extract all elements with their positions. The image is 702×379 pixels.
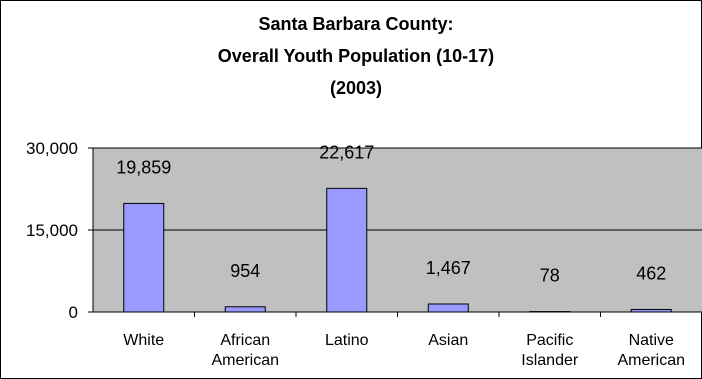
x-category-label: Islander — [521, 352, 579, 369]
x-category-label: Latino — [325, 332, 369, 349]
x-category-label: Asian — [428, 332, 468, 349]
bar-value-label: 19,859 — [116, 157, 171, 177]
y-tick-label: 0 — [69, 303, 78, 322]
chart-title-line-1: Santa Barbara County: — [258, 14, 454, 34]
bar-value-label: 78 — [540, 266, 560, 286]
y-tick-label: 15,000 — [26, 221, 78, 240]
chart-title-line-3: (2003) — [329, 78, 383, 98]
bar — [123, 202, 165, 313]
x-category-label: Pacific — [526, 332, 573, 349]
x-category-label: Native — [629, 332, 674, 349]
bar — [326, 187, 368, 313]
y-tick-label: 30,000 — [26, 139, 78, 158]
x-category-label: American — [617, 352, 685, 369]
bar-value-label: 1,467 — [426, 258, 471, 278]
chart-title-line-2: Overall Youth Population (10-17) — [217, 46, 495, 66]
bar-value-label: 22,617 — [319, 142, 374, 162]
bar-value-label: 462 — [636, 263, 666, 283]
bar — [224, 306, 266, 313]
bar — [427, 303, 469, 313]
bar-value-label: 954 — [230, 261, 260, 281]
x-category-label: African — [220, 332, 270, 349]
x-category-label: American — [211, 352, 279, 369]
x-category-label: White — [123, 332, 164, 349]
bar — [630, 308, 672, 313]
